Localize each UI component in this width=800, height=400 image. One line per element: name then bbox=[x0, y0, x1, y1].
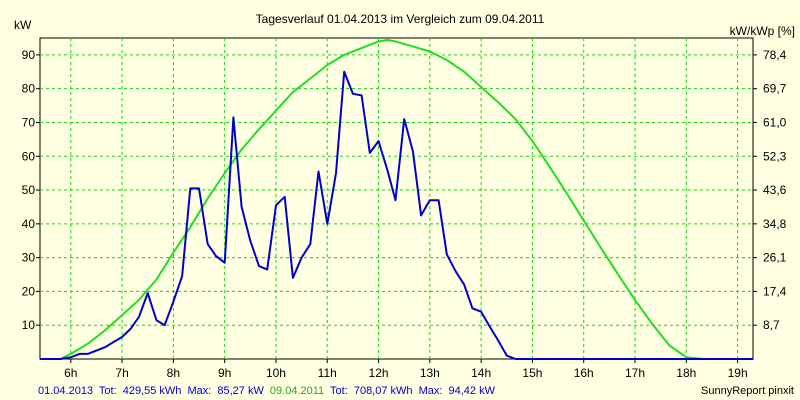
y2-tick-label: 8,7 bbox=[763, 318, 780, 332]
y2-tick-label: 52,3 bbox=[763, 149, 787, 163]
x-tick-label: 15h bbox=[522, 366, 542, 380]
chart-title: Tagesverlauf 01.04.2013 im Vergleich zum… bbox=[256, 12, 545, 26]
y-tick-label: 70 bbox=[22, 115, 36, 129]
series2-max-label: Max: bbox=[419, 385, 443, 397]
y2-tick-label: 34,8 bbox=[763, 217, 787, 231]
x-tick-label: 13h bbox=[420, 366, 440, 380]
series2-max-value: 94,42 kW bbox=[449, 385, 496, 397]
x-tick-label: 9h bbox=[218, 366, 231, 380]
x-tick-label: 7h bbox=[115, 366, 128, 380]
y2-axis-label: kW/kWp [%] bbox=[730, 24, 795, 38]
y-tick-label: 80 bbox=[22, 82, 36, 96]
x-tick-label: 6h bbox=[64, 366, 77, 380]
y2-axis: 8,7 17,4 26,1 34,8 43,6 52,3 61,0 69,7 78,4 bbox=[753, 48, 787, 332]
y-tick-label: 30 bbox=[22, 251, 36, 265]
series1-tot-label: Tot: bbox=[99, 385, 117, 397]
series1-tot-value: 429,55 kWh bbox=[123, 385, 182, 397]
x-tick-label: 8h bbox=[167, 366, 180, 380]
series1-max-label: Max: bbox=[187, 385, 211, 397]
series1-summary-name: 01.04.2013 bbox=[38, 385, 93, 397]
y-axis-label: kW bbox=[14, 18, 32, 32]
y-tick-label: 60 bbox=[22, 149, 36, 163]
y2-tick-label: 61,0 bbox=[763, 115, 787, 129]
x-tick-label: 14h bbox=[471, 366, 491, 380]
y2-tick-label: 17,4 bbox=[763, 284, 787, 298]
y-tick-label: 10 bbox=[22, 318, 36, 332]
y2-tick-label: 69,7 bbox=[763, 82, 787, 96]
x-tick-label: 16h bbox=[574, 366, 594, 380]
y-tick-label: 20 bbox=[22, 284, 36, 298]
x-tick-label: 17h bbox=[625, 366, 645, 380]
x-tick-label: 12h bbox=[369, 366, 389, 380]
y2-tick-label: 26,1 bbox=[763, 251, 787, 265]
footer-credit: SunnyReport pinxit bbox=[701, 385, 794, 397]
series-group bbox=[40, 39, 753, 360]
y2-tick-label: 78,4 bbox=[763, 48, 787, 62]
x-tick-label: 10h bbox=[266, 366, 286, 380]
series-line-2 bbox=[40, 39, 753, 360]
series1-max-value: 85,27 kW bbox=[217, 385, 264, 397]
series2-tot-value: 708,07 kWh bbox=[354, 385, 413, 397]
series2-tot-label: Tot: bbox=[330, 385, 348, 397]
series2-summary-name: 09.04.2011 bbox=[270, 385, 324, 397]
y2-tick-label: 43,6 bbox=[763, 183, 787, 197]
y-tick-label: 50 bbox=[22, 183, 36, 197]
grid bbox=[40, 38, 753, 359]
x-axis: 6h 7h 8h 9h 10h 11h 12h 13h 14h 15h 16h 17h 18h 19h bbox=[64, 359, 748, 380]
y-axis: 10 20 30 40 50 60 70 80 90 bbox=[22, 48, 40, 332]
x-tick-label: 18h bbox=[676, 366, 696, 380]
footer-summary: 01.04.2013 Tot: 429,55 kWh Max: 85,27 kW… bbox=[38, 385, 496, 397]
x-tick-label: 11h bbox=[318, 366, 337, 380]
y-tick-label: 40 bbox=[22, 217, 36, 231]
series-line-1 bbox=[40, 70, 753, 360]
x-tick-label: 19h bbox=[728, 366, 748, 380]
y-tick-label: 90 bbox=[22, 48, 36, 62]
